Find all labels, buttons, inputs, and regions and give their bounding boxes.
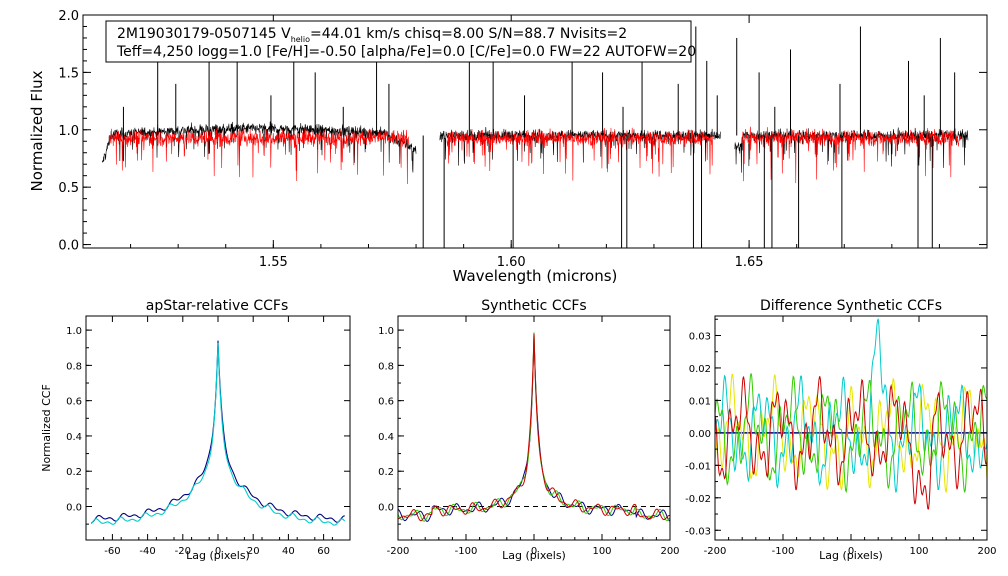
- x-tick-label: 40: [282, 546, 295, 557]
- difference-ccf-xlabel: Lag (pixels): [819, 549, 883, 562]
- x-tick-label: 200: [660, 546, 679, 557]
- spectrum-xlabel: Wavelength (microns): [453, 267, 618, 285]
- info-line-1: 2M19030179-0507145 Vhelio=44.01 km/s chi…: [117, 26, 627, 44]
- v-subscript: helio: [291, 35, 310, 44]
- apstar-ccf-traces: [90, 340, 346, 526]
- x-tick-label: 0: [848, 546, 854, 557]
- spectrum-model-line: [446, 127, 714, 181]
- spectrum-traces: [101, 26, 969, 248]
- v-label: V: [281, 26, 291, 42]
- x-tick-label: 20: [247, 546, 260, 557]
- y-tick-label: 0.02: [689, 364, 711, 375]
- x-tick-label: -60: [104, 546, 120, 557]
- y-tick-label: -0.03: [685, 526, 711, 537]
- y-tick-label: 1.5: [58, 66, 79, 81]
- difference-ccf-visit-d-line: [714, 376, 988, 510]
- x-tick-label: -200: [387, 546, 410, 557]
- spectrum-observed-line: [734, 127, 969, 173]
- y-tick-label: -0.02: [685, 494, 711, 505]
- spectrum-model-line: [741, 126, 962, 184]
- y-tick-label: 1.0: [66, 326, 82, 337]
- y-tick-label: 0.6: [66, 397, 82, 408]
- spectrum-observed-line: [101, 121, 417, 173]
- x-tick-label: 0: [215, 546, 221, 557]
- difference-ccf-ticks: -200 -100 0 100 200 -0.03 -0.02 -0.01 0.00 0.01 0.…: [685, 316, 997, 557]
- y-tick-label: 0.00: [689, 429, 711, 440]
- y-tick-label: 0.4: [378, 432, 394, 443]
- synthetic-ccf-visit-2-line: [397, 333, 671, 522]
- spectrum-panel: 1.55 1.60 1.65 0.0 0.5 1.0 1.5 2.0 2M19030179-0…: [28, 9, 988, 285]
- y-tick-label: 0.6: [378, 397, 394, 408]
- y-tick-label: 0.0: [66, 502, 82, 513]
- y-tick-label: 1.0: [58, 124, 79, 139]
- apstar-ccf-visit-2-line: [90, 342, 346, 526]
- x-tick-label: -40: [139, 546, 155, 557]
- x-tick-label: -100: [455, 546, 478, 557]
- y-tick-label: 0.8: [378, 361, 394, 372]
- y-tick-label: 0.0: [58, 239, 79, 254]
- x-tick-label: -100: [772, 546, 795, 557]
- y-tick-label: 0.5: [58, 181, 79, 196]
- info-line-2: Teff=4,250 logg=1.0 [Fe/H]=-0.50 [alpha/…: [116, 44, 696, 60]
- x-tick-label: 60: [317, 546, 330, 557]
- synthetic-ccf-title: Synthetic CCFs: [481, 298, 586, 314]
- info-box: [105, 20, 692, 63]
- y-tick-label: -0.01: [685, 461, 711, 472]
- synthetic-ccf-ticks: -200 -100 0 100 200 0.0 0.2 0.4 0.6 0.8 1.0: [378, 316, 680, 557]
- y-tick-label: 0.03: [689, 331, 711, 342]
- difference-ccf-title: Difference Synthetic CCFs: [760, 298, 942, 314]
- x-tick-label: 0: [531, 546, 537, 557]
- y-tick-label: 0.8: [66, 361, 82, 372]
- y-tick-label: 0.4: [66, 432, 82, 443]
- y-tick-label: 1.0: [378, 326, 394, 337]
- star-id: 2M19030179-0507145: [117, 26, 277, 42]
- y-tick-label: 0.2: [378, 467, 394, 478]
- v-rest: =44.01 km/s chisq=8.00 S/N=88.7 Nvisits=…: [310, 26, 627, 42]
- difference-ccf-panel: Difference Synthetic CCFs -200 -100 0 100 20…: [685, 298, 996, 562]
- spectrum-ticks: 1.55 1.60 1.65 0.0 0.5 1.0 1.5 2.0: [58, 9, 988, 270]
- synthetic-ccf-combined-line: [397, 333, 671, 522]
- apstar-ccf-xlabel: Lag (pixels): [186, 549, 250, 562]
- difference-ccf-traces: [714, 318, 988, 510]
- difference-ccf-visit-c-line: [714, 373, 988, 494]
- x-tick-label: 1.65: [735, 255, 764, 270]
- y-tick-label: 0.0: [378, 502, 394, 513]
- synthetic-ccf-traces: [397, 332, 671, 522]
- x-tick-label: 1.55: [259, 255, 288, 270]
- apstar-ccf-title: apStar-relative CCFs: [146, 298, 289, 314]
- synthetic-ccf-visit-1-line: [397, 332, 671, 522]
- synthetic-ccf-panel: Synthetic CCFs -200 -100 0 100 200 0.0 0.2 0.4 0…: [378, 298, 679, 562]
- apstar-ccf-ticks: -60 -40 -20 0 20 40 60 0.0 0.2 0.4 0.6 0.8 1.0: [66, 316, 351, 557]
- y-tick-label: 0.2: [66, 467, 82, 478]
- x-tick-label: 100: [909, 546, 928, 557]
- apstar-ccf-panel: apStar-relative CCFs -60 -40 -20 0 20 40 60 0.0…: [40, 298, 351, 562]
- spectrum-ylabel: Normalized Flux: [28, 70, 46, 191]
- x-tick-label: -20: [175, 546, 191, 557]
- x-tick-label: 100: [592, 546, 611, 557]
- x-tick-label: 1.60: [497, 255, 526, 270]
- x-tick-label: -200: [704, 546, 727, 557]
- apstar-ccf-visit-1-line: [91, 340, 345, 524]
- y-tick-label: 0.01: [689, 396, 711, 407]
- x-tick-label: 200: [977, 546, 996, 557]
- apstar-ccf-ylabel: Normalized CCF: [40, 384, 53, 472]
- spectrum-model-line: [108, 128, 410, 185]
- spectrum-axes-frame: [82, 14, 988, 249]
- y-tick-label: 2.0: [58, 9, 79, 24]
- synthetic-ccf-xlabel: Lag (pixels): [502, 549, 566, 562]
